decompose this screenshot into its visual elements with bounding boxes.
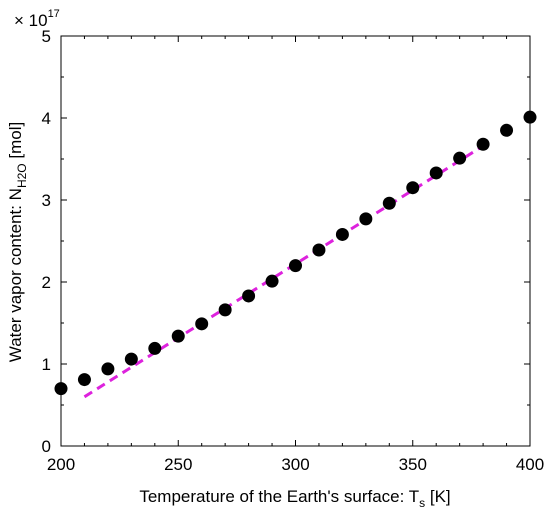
x-axis-label: Temperature of the Earth's surface: Ts [… [139, 487, 450, 510]
data-point [312, 243, 326, 257]
data-point [453, 151, 467, 165]
data-point [359, 212, 373, 226]
x-tick-label: 400 [516, 455, 544, 474]
data-point [148, 341, 162, 355]
fit-line [83, 144, 484, 399]
data-point [218, 303, 232, 317]
data-point [265, 274, 279, 288]
data-point [335, 227, 349, 241]
x-axis-label-main: Temperature of the Earth's surface: T [139, 487, 419, 506]
data-point [242, 289, 256, 303]
x-axis-label-unit: [K] [425, 487, 451, 506]
x-tick-label: 200 [47, 455, 75, 474]
y-axis-label-subscript: H2O [15, 163, 29, 188]
y-tick-label: 5 [42, 27, 51, 46]
y-tick-label: 0 [42, 437, 51, 456]
data-point [406, 181, 420, 195]
plot-area-frame [60, 35, 531, 447]
x-tick-label: 300 [281, 455, 309, 474]
x-tick-label: 350 [399, 455, 427, 474]
data-point [476, 137, 490, 151]
data-point [77, 373, 91, 387]
y-multiplier-exponent: 17 [48, 8, 60, 20]
data-point [500, 123, 514, 137]
y-multiplier-label: × 1017 [14, 8, 60, 30]
y-tick-label: 4 [42, 109, 51, 128]
data-point [124, 352, 138, 366]
x-tick-label: 250 [164, 455, 192, 474]
y-multiplier-base: × 10 [14, 11, 48, 30]
data-point [101, 362, 115, 376]
y-tick-label: 3 [42, 191, 51, 210]
y-tick-label: 1 [42, 355, 51, 374]
y-axis-label: Water vapor content: NH2O [mol] [6, 122, 29, 362]
y-axis-label-unit: [mol] [6, 122, 25, 164]
y-axis-label-main: Water vapor content: N [6, 188, 25, 362]
data-point [382, 196, 396, 210]
data-point [171, 329, 185, 343]
data-point [289, 259, 302, 273]
marks-layer [54, 110, 537, 399]
data-point [429, 166, 443, 180]
y-tick-label: 2 [42, 273, 51, 292]
data-point [195, 317, 209, 331]
x-axis-label-subscript: s [419, 496, 425, 510]
ticks-layer: 200 250 300 350 400 0 1 2 3 4 5 [42, 27, 545, 474]
